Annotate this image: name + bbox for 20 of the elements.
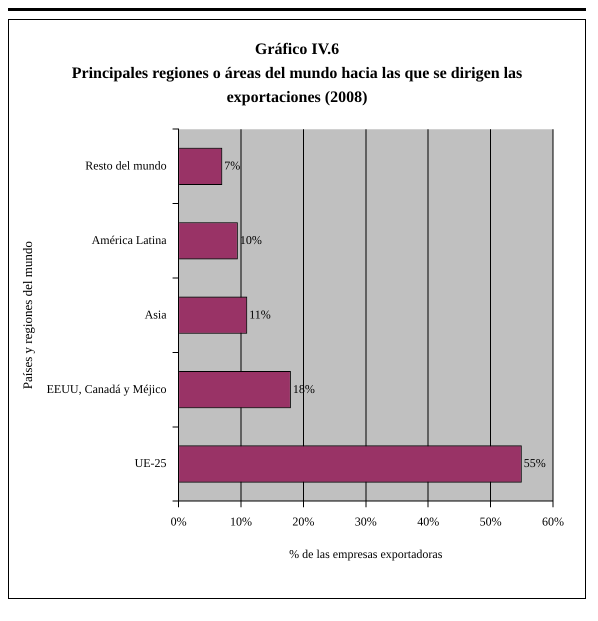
x-axis-title: % de las empresas exportadoras: [289, 546, 443, 561]
x-tick-label: 60%: [542, 514, 564, 529]
y-tick-label: UE-25: [134, 456, 167, 470]
y-tick-label: América Latina: [92, 232, 168, 247]
y-tick-label: Resto del mundo: [85, 158, 167, 173]
y-axis-title: Países y regiones del mundo: [20, 241, 36, 390]
data-label: 7%: [224, 158, 240, 173]
x-tick-label: 10%: [230, 514, 252, 529]
chart-title: Gráfico IV.6: [254, 40, 340, 60]
data-label: 10%: [240, 232, 262, 247]
y-tick-label: EEUU, Canadá y Méjico: [46, 382, 167, 396]
x-tick-label: 30%: [354, 514, 377, 529]
x-tick-label: 0%: [170, 514, 187, 529]
data-label: 11%: [249, 307, 271, 322]
chart-subtitle: Principales regiones o áreas del mundo hacia las que se dirigen las exportaciones (2008): [70, 64, 524, 108]
x-tick-label: 50%: [480, 514, 502, 529]
data-label: 55%: [524, 456, 546, 470]
y-tick-label: Asia: [144, 307, 168, 322]
x-tick-label: 40%: [417, 514, 440, 529]
x-tick-label: 20%: [292, 514, 314, 529]
